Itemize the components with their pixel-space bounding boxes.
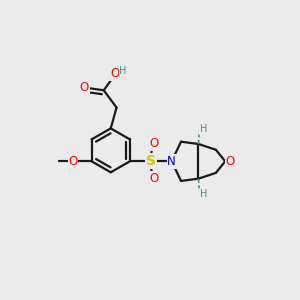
Text: O: O [149, 172, 158, 185]
Text: S: S [146, 154, 156, 168]
Text: O: O [225, 155, 235, 168]
Text: O: O [149, 137, 158, 151]
Text: O: O [110, 67, 119, 80]
Text: O: O [80, 81, 89, 94]
Text: H: H [119, 66, 127, 76]
Text: N: N [167, 155, 176, 168]
Text: O: O [68, 155, 78, 168]
Text: H: H [200, 189, 207, 199]
Text: H: H [200, 124, 207, 134]
